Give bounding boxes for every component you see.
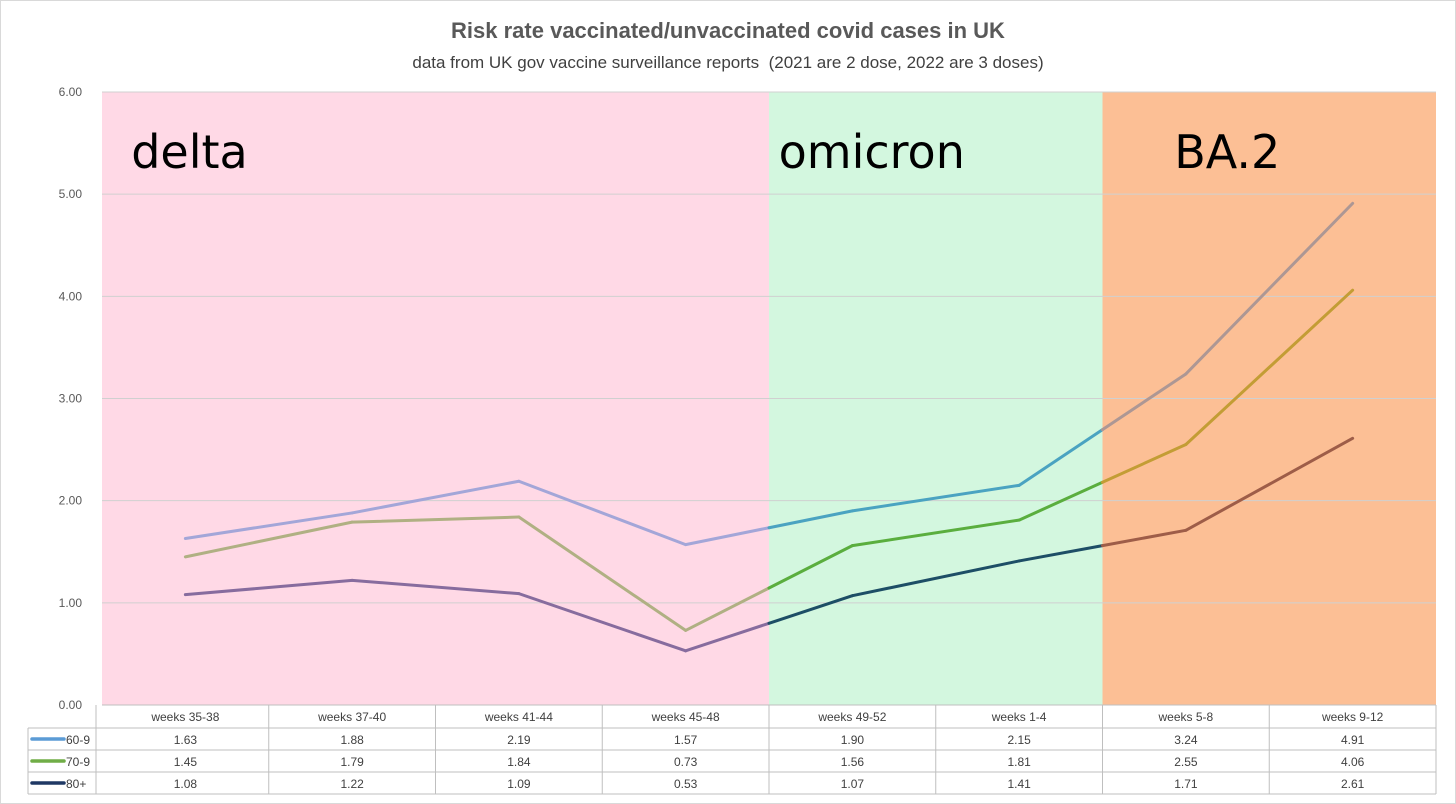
series-line-60-9 <box>1017 428 1104 487</box>
x-tick-label: weeks 9-12 <box>1321 710 1384 724</box>
series-line-70-9 <box>183 520 354 559</box>
data-label: 1.79 <box>340 755 364 769</box>
series-line-70-9 <box>1184 288 1355 446</box>
series-line-70-9 <box>1101 442 1188 484</box>
region-label-omicron: omicron <box>779 125 965 179</box>
data-label: 2.15 <box>1007 733 1031 747</box>
x-tick-label: weeks 45-48 <box>651 710 720 724</box>
y-tick-label: 1.00 <box>59 596 83 610</box>
x-tick-label: weeks 5-8 <box>1158 710 1214 724</box>
series-line-80+ <box>350 578 521 596</box>
y-tick-label: 3.00 <box>59 392 83 406</box>
x-tick-label: weeks 37-40 <box>317 710 386 724</box>
series-line-80+ <box>1017 544 1104 563</box>
data-label: 1.45 <box>174 755 198 769</box>
series-line-70-9 <box>1017 480 1104 522</box>
x-tick-label: weeks 49-52 <box>817 710 886 724</box>
data-label: 1.09 <box>507 777 531 791</box>
series-line-80+ <box>684 621 771 653</box>
series-line-60-9 <box>350 479 521 515</box>
data-label: 1.08 <box>174 777 198 791</box>
data-label: 1.71 <box>1174 777 1198 791</box>
x-tick-label: weeks 1-4 <box>991 710 1047 724</box>
series-line-70-9 <box>767 544 854 590</box>
series-line-60-9 <box>1184 201 1355 376</box>
data-label: 1.56 <box>841 755 865 769</box>
data-label: 2.19 <box>507 733 531 747</box>
series-line-70-9 <box>850 518 1021 548</box>
y-tick-label: 2.00 <box>59 494 83 508</box>
legend-label: 70-9 <box>66 755 90 769</box>
series-line-60-9 <box>684 526 771 547</box>
data-label: 1.63 <box>174 733 198 747</box>
data-label: 1.88 <box>340 733 364 747</box>
series-line-60-9 <box>183 511 354 540</box>
data-label: 1.90 <box>841 733 865 747</box>
data-label: 3.24 <box>1174 733 1198 747</box>
series-line-80+ <box>517 592 688 653</box>
chart-subtitle: data from UK gov vaccine surveillance re… <box>412 53 1044 72</box>
data-label: 2.55 <box>1174 755 1198 769</box>
data-label: 4.91 <box>1341 733 1365 747</box>
series-line-70-9 <box>350 515 521 524</box>
y-tick-label: 0.00 <box>59 698 83 712</box>
legend-label: 80+ <box>66 777 86 791</box>
legend-label: 60-9 <box>66 733 90 747</box>
series-line-70-9 <box>684 586 771 632</box>
region-label-delta: delta <box>131 125 248 179</box>
series-line-80+ <box>850 559 1021 598</box>
series-line-70-9 <box>517 515 688 632</box>
y-tick-label: 4.00 <box>59 289 83 303</box>
series-line-60-9 <box>850 483 1021 513</box>
x-tick-label: weeks 35-38 <box>150 710 219 724</box>
data-label: 1.84 <box>507 755 531 769</box>
series-line-80+ <box>1101 528 1188 548</box>
series-line-80+ <box>183 578 354 597</box>
y-tick-label: 5.00 <box>59 187 83 201</box>
data-label: 1.07 <box>841 777 865 791</box>
data-label: 0.53 <box>674 777 698 791</box>
y-tick-label: 6.00 <box>59 85 83 99</box>
data-label: 4.06 <box>1341 755 1365 769</box>
chart-title: Risk rate vaccinated/unvaccinated covid … <box>451 18 1005 43</box>
series-line-60-9 <box>517 479 688 547</box>
series-line-80+ <box>1184 436 1355 532</box>
data-label: 2.61 <box>1341 777 1365 791</box>
series-line-60-9 <box>767 509 854 530</box>
x-tick-label: weeks 41-44 <box>484 710 553 724</box>
data-label: 1.57 <box>674 733 698 747</box>
data-label: 1.81 <box>1007 755 1031 769</box>
series-line-80+ <box>767 594 854 625</box>
series-line-60-9 <box>1101 372 1188 432</box>
region-label-ba-2: BA.2 <box>1174 125 1280 179</box>
data-label: 1.22 <box>340 777 364 791</box>
data-label: 1.41 <box>1007 777 1031 791</box>
data-label: 0.73 <box>674 755 698 769</box>
